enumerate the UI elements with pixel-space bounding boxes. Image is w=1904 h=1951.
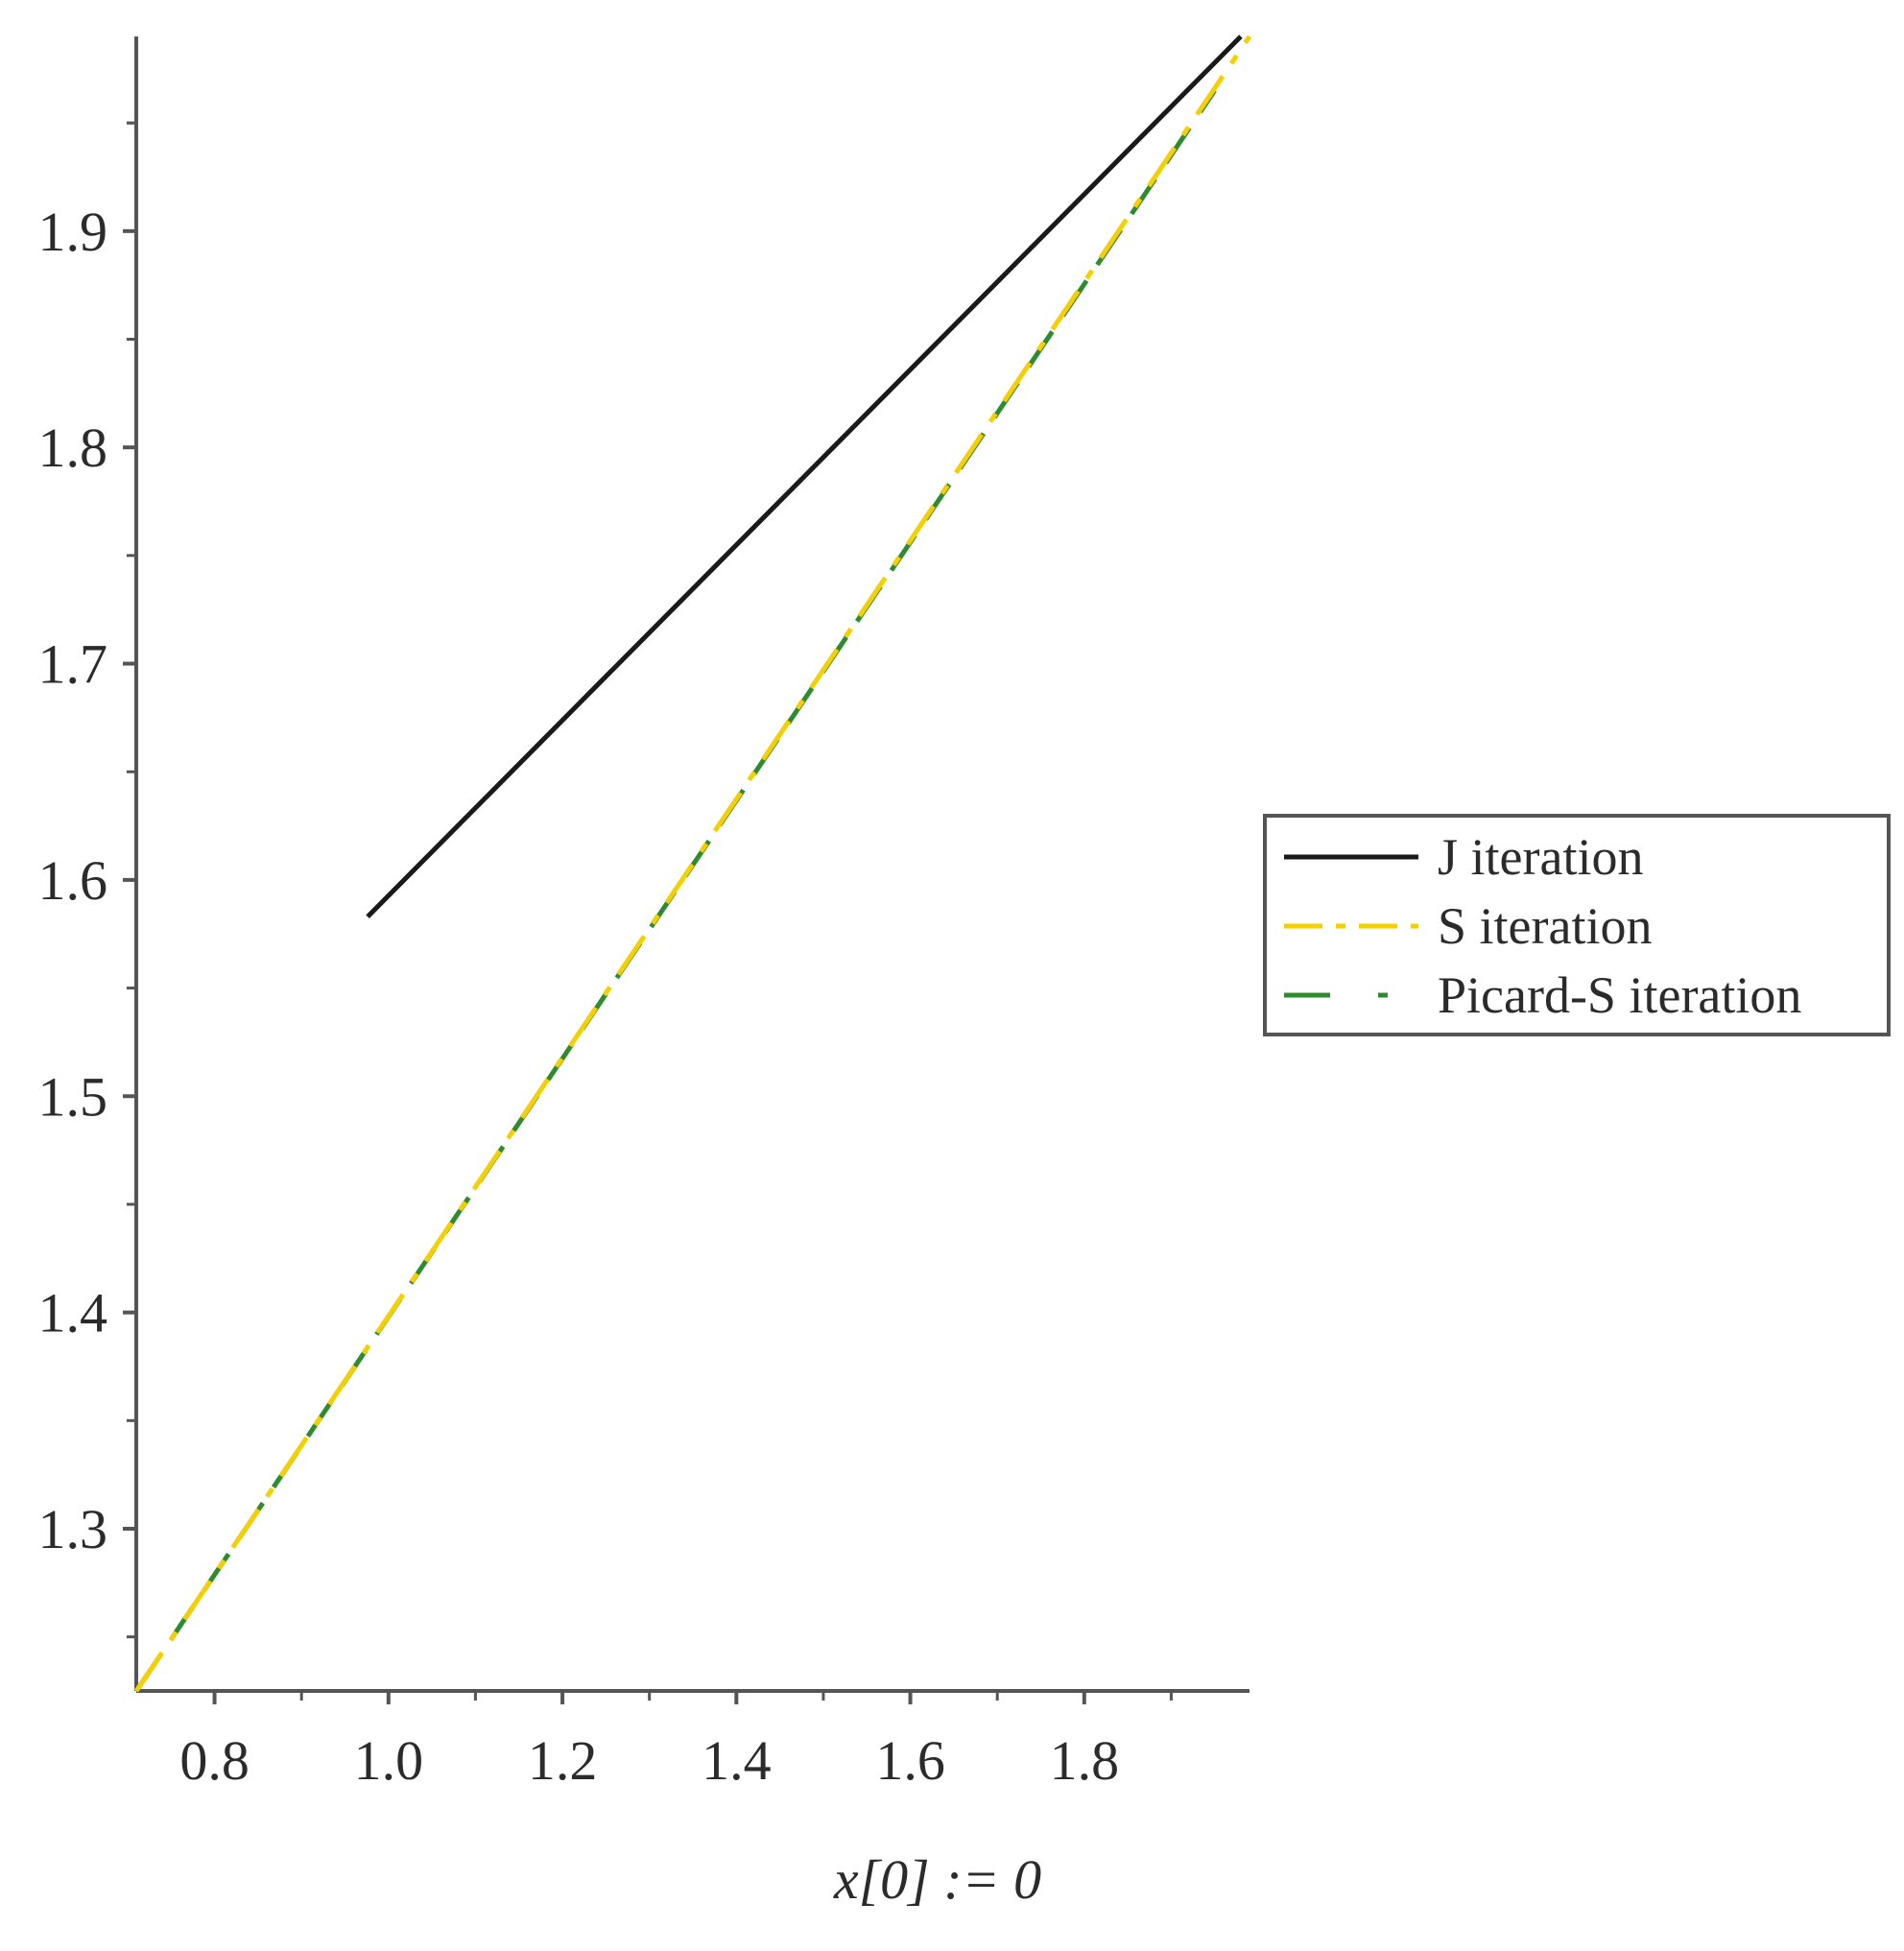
x-tick-label: 1.6 bbox=[875, 1729, 945, 1792]
series-lines bbox=[133, 35, 1252, 1693]
series-line bbox=[133, 35, 1252, 1693]
y-tick-label: 1.7 bbox=[38, 633, 108, 696]
x-tick-label: 1.2 bbox=[528, 1729, 598, 1792]
y-tick-label: 1.6 bbox=[38, 849, 108, 912]
legend-label: J iteration bbox=[1438, 828, 1643, 886]
x-tick-label: 1.8 bbox=[1050, 1729, 1120, 1792]
x-tick-label: 0.8 bbox=[179, 1729, 250, 1792]
y-tick-label: 1.8 bbox=[38, 416, 108, 479]
legend-label: S iteration bbox=[1438, 897, 1652, 955]
legend-items: J iteration S iteration Picard-S iteration bbox=[1284, 828, 1801, 1024]
x-tick-label: 1.4 bbox=[702, 1729, 772, 1792]
legend-label: Picard-S iteration bbox=[1438, 966, 1801, 1024]
x-tick-label: 1.0 bbox=[354, 1729, 424, 1792]
axes bbox=[134, 36, 1250, 1693]
ticks: 0.8 1.0 1.2 1.4 1.6 1.8 1.3 1.4 1.5 1.6 1.7 1.8 1.9 bbox=[38, 121, 1173, 1792]
y-tick-label: 1.9 bbox=[38, 201, 108, 263]
y-tick-label: 1.3 bbox=[38, 1498, 108, 1560]
x-axis-label: x[0] := 0 bbox=[833, 1848, 1041, 1911]
y-tick-label: 1.5 bbox=[38, 1065, 108, 1128]
series-line bbox=[366, 35, 1243, 918]
y-tick-label: 1.4 bbox=[38, 1282, 108, 1344]
legend: J iteration S iteration Picard-S iteration bbox=[1263, 814, 1891, 1036]
